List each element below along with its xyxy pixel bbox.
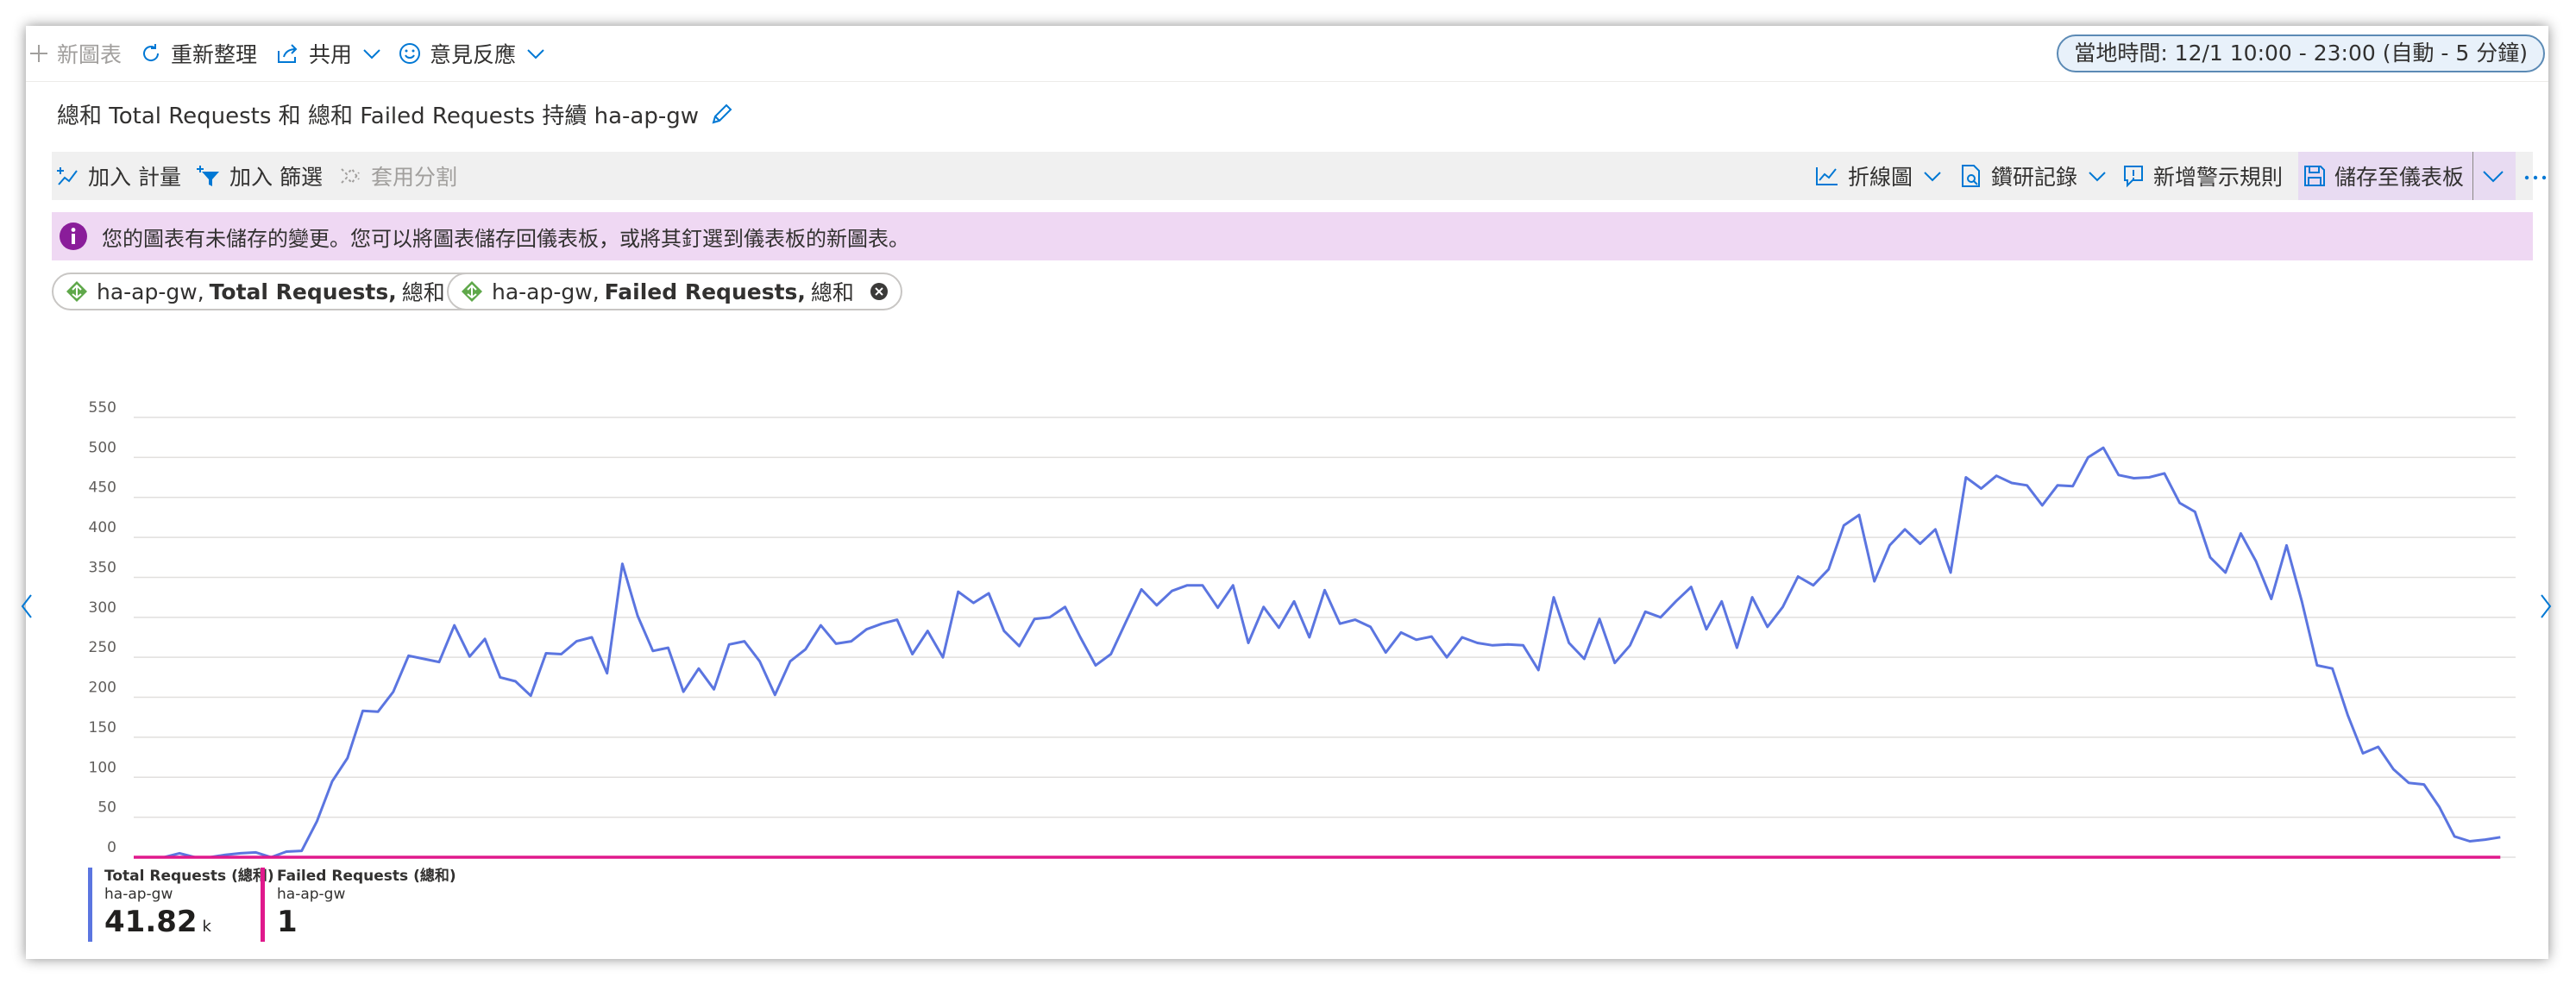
y-tick-label: 450: [89, 479, 116, 497]
metric-pill-failed-requests[interactable]: ha-ap-gw, Failed Requests, 總和: [447, 273, 902, 310]
y-tick-label: 350: [89, 559, 116, 576]
metrics-panel: 新圖表 重新整理 共用 意見反應 當地時間: 12/1 10:00 - 23:0…: [21, 26, 2552, 959]
new-alert-rule-button[interactable]: 新增警示規則: [2122, 160, 2283, 191]
notice-text: 您的圖表有未儲存的變更。您可以將圖表儲存回儀表板，或將其釘選到儀表板的新圖表。: [102, 226, 909, 251]
line-chart-icon: [1816, 167, 1838, 185]
command-bar: 新圖表 重新整理 共用 意見反應 當地時間: 12/1 10:00 - 23:0…: [26, 26, 2548, 82]
chevron-down-icon: [2483, 171, 2504, 183]
share-label: 共用: [309, 42, 353, 67]
pill-aggregation: 總和: [401, 280, 445, 305]
share-icon: [278, 44, 298, 63]
legend-total-requests[interactable]: Total Requests (總和) ha-ap-gw 41.82 k: [88, 868, 274, 942]
line-chart: 55050045040035030025020015010050012 PM3 …: [89, 399, 2516, 859]
y-tick-label: 550: [89, 399, 116, 417]
save-options-dropdown[interactable]: [2472, 152, 2513, 200]
legend-value: 41.82 k: [104, 905, 211, 939]
apply-split-label: 套用分割: [371, 165, 458, 190]
split-icon: [341, 167, 360, 185]
legend-name: Failed Requests (總和): [277, 868, 456, 885]
refresh-icon: [143, 44, 160, 61]
pencil-icon[interactable]: [709, 103, 733, 127]
series-line-total-requests: [134, 446, 2501, 859]
info-icon: [60, 222, 87, 250]
add-metric-label: 加入 計量: [88, 165, 181, 190]
new-chart-button[interactable]: 新圖表: [29, 38, 122, 69]
apply-split-button[interactable]: 套用分割: [340, 160, 457, 191]
unsaved-changes-notice: 您的圖表有未儲存的變更。您可以將圖表儲存回儀表板，或將其釘選到儀表板的新圖表。: [52, 212, 2533, 260]
ellipsis-icon: [2524, 175, 2547, 180]
alert-icon: [2124, 166, 2143, 188]
add-filter-label: 加入 篩選: [229, 165, 323, 190]
chart-toolbar: 加入 計量 加入 篩選 套用分割 折線圖 鑽研記錄 新增警示規則 儲存至儀表板: [52, 152, 2547, 200]
legend-failed-requests[interactable]: Failed Requests (總和) ha-ap-gw 1: [261, 868, 456, 942]
gateway-resource-icon: [462, 281, 482, 302]
y-tick-label: 100: [89, 759, 116, 776]
pill-metric: Total Requests,: [209, 279, 397, 304]
refresh-label: 重新整理: [171, 42, 258, 67]
add-metric-icon: [57, 167, 78, 185]
y-tick-label: 0: [107, 839, 116, 856]
pill-aggregation: 總和: [810, 280, 854, 305]
chevron-down-icon: [527, 49, 544, 60]
add-filter-button[interactable]: 加入 篩選: [197, 160, 323, 191]
drill-logs-label: 鑽研記錄: [1991, 165, 2078, 190]
new-chart-label: 新圖表: [57, 42, 123, 67]
legend-name: Total Requests (總和): [104, 868, 274, 885]
smiley-icon: [399, 43, 420, 64]
y-tick-label: 200: [89, 680, 116, 697]
save-dashboard-highlight: [2298, 152, 2516, 200]
save-to-dashboard-button[interactable]: 儲存至儀表板: [2303, 160, 2464, 191]
legend-value: 1: [277, 905, 298, 939]
new-alert-rule-label: 新增警示規則: [2153, 165, 2284, 190]
gateway-resource-icon: [66, 281, 87, 302]
y-tick-label: 50: [97, 799, 116, 817]
y-tick-label: 500: [89, 439, 116, 456]
line-chart-label: 折線圖: [1848, 165, 1913, 190]
filter-icon: [197, 166, 219, 186]
chart-type-button[interactable]: 折線圖: [1815, 160, 1942, 191]
chevron-down-icon: [1924, 172, 1941, 182]
add-metric-button[interactable]: 加入 計量: [57, 160, 181, 191]
chart-title: 總和 Total Requests 和 總和 Failed Requests 持…: [57, 98, 733, 130]
remove-icon[interactable]: [870, 282, 889, 301]
y-tick-label: 400: [89, 519, 116, 536]
y-tick-label: 300: [89, 599, 116, 617]
pill-resource: ha-ap-gw,: [492, 279, 600, 304]
chevron-down-icon: [363, 49, 380, 60]
y-tick-label: 250: [89, 639, 116, 656]
chevron-right-icon[interactable]: [2540, 593, 2552, 619]
share-button[interactable]: 共用: [276, 38, 381, 69]
drill-logs-button[interactable]: 鑽研記錄: [1960, 160, 2107, 191]
save-icon: [2304, 166, 2325, 186]
pill-resource: ha-ap-gw,: [97, 279, 204, 304]
logs-icon: [1962, 165, 1980, 187]
plus-icon: [30, 45, 47, 62]
chevron-left-icon[interactable]: [21, 593, 33, 619]
chevron-down-icon: [2089, 172, 2106, 182]
metric-pill-total-requests[interactable]: ha-ap-gw, Total Requests, 總和: [52, 273, 493, 310]
save-to-dashboard-label: 儲存至儀表板: [2334, 165, 2465, 190]
more-options-button[interactable]: [2524, 162, 2555, 193]
time-range-picker[interactable]: 當地時間: 12/1 10:00 - 23:00 (自動 - 5 分鐘): [2057, 34, 2545, 72]
legend-resource: ha-ap-gw: [104, 886, 173, 903]
refresh-button[interactable]: 重新整理: [140, 38, 257, 69]
chart-title-text: 總和 Total Requests 和 總和 Failed Requests 持…: [57, 103, 699, 129]
feedback-label: 意見反應: [430, 42, 517, 67]
legend-resource: ha-ap-gw: [277, 886, 346, 903]
pill-metric: Failed Requests,: [604, 279, 806, 304]
feedback-button[interactable]: 意見反應: [399, 38, 545, 69]
y-tick-label: 150: [89, 719, 116, 736]
